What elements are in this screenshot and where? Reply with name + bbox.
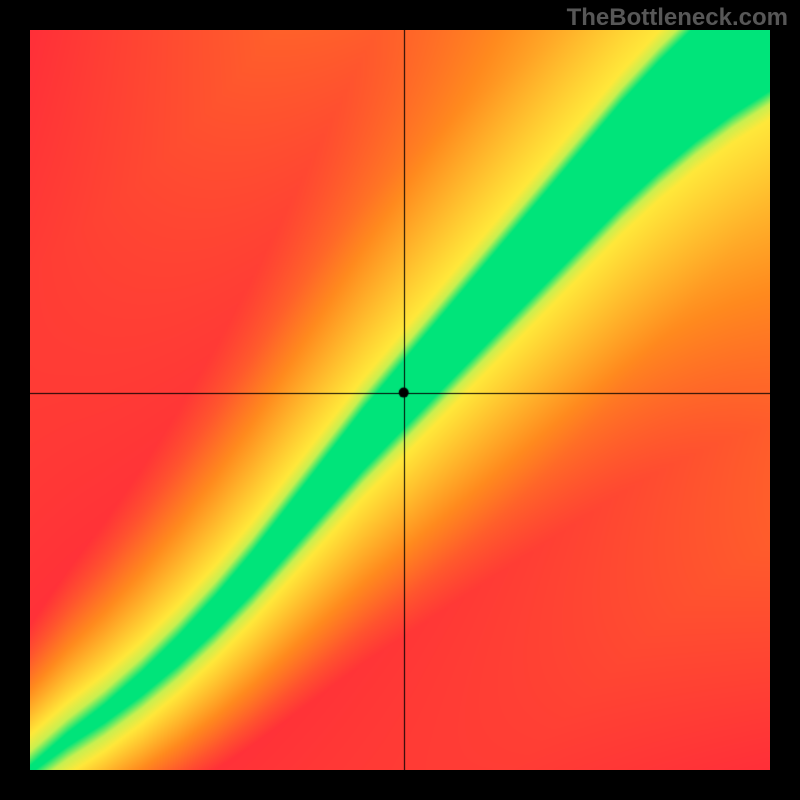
crosshair-overlay — [30, 30, 770, 770]
watermark-text: TheBottleneck.com — [567, 4, 788, 32]
figure-container: TheBottleneck.com — [0, 0, 800, 800]
